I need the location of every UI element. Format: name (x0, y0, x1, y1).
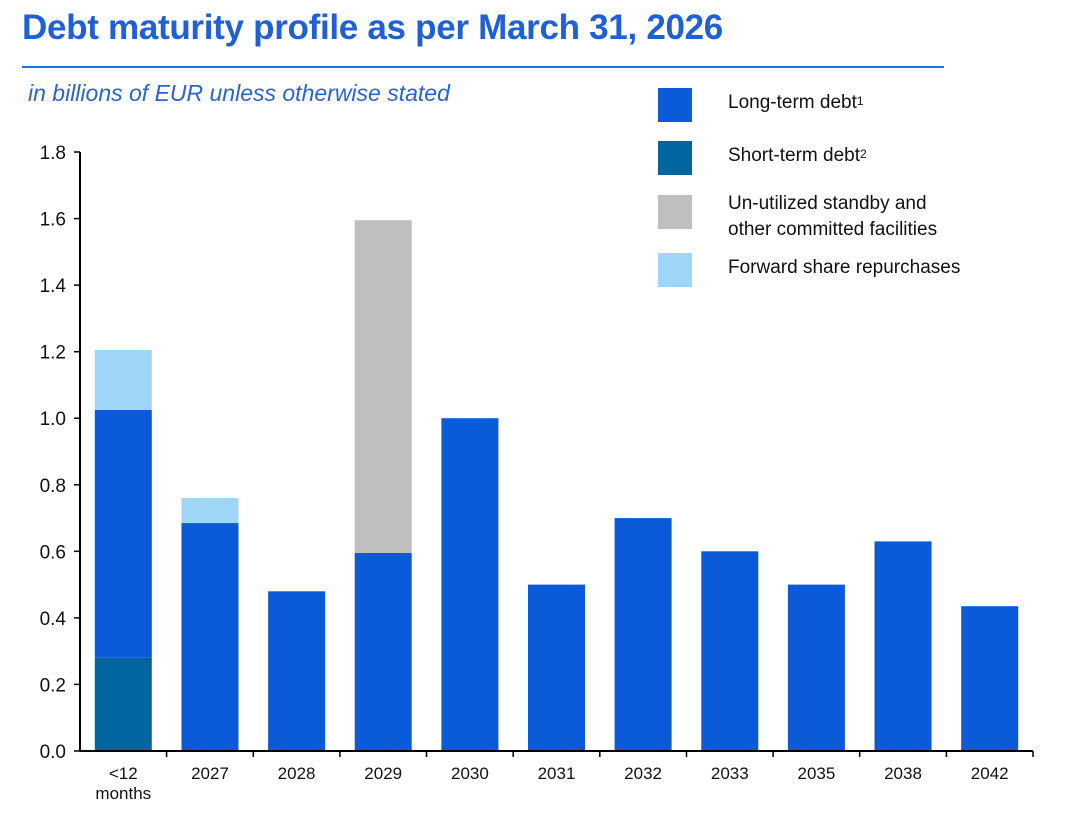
y-tick-label: 1.4 (40, 276, 67, 297)
x-tick-label: 2031 (538, 764, 576, 783)
y-tick-label: 0.8 (40, 476, 66, 497)
bar-segment (787, 584, 845, 751)
y-tick-label: 1.0 (40, 409, 66, 430)
legend-swatch (658, 141, 692, 175)
bar-segment (94, 409, 152, 658)
bar-segment (94, 350, 152, 410)
legend-label: Short-term debt2 (728, 145, 867, 166)
x-tick-label: 2042 (971, 764, 1009, 783)
legend-label: Forward share repurchases (728, 257, 961, 278)
x-tick-label: 2029 (364, 764, 402, 783)
y-tick-label: 0.4 (40, 609, 67, 630)
bar-segment (354, 553, 412, 751)
legend-swatch (658, 253, 692, 287)
bar-segment (181, 523, 239, 751)
x-tick-label: 2028 (278, 764, 316, 783)
chart-subtitle: in billions of EUR unless otherwise stat… (28, 80, 450, 106)
legend-item: Un-utilized standby and other committed f… (658, 193, 937, 243)
x-tick-label: 2033 (711, 764, 749, 783)
y-tick-label: 0.0 (40, 742, 66, 763)
x-tick-label: 2038 (884, 764, 922, 783)
bar-segment (268, 591, 326, 751)
x-tick-label: 2027 (191, 764, 229, 783)
legend-item: Long-term debt1 (658, 88, 864, 122)
bar-segment (874, 541, 932, 751)
bar-segment (441, 418, 499, 751)
bar-segment (701, 551, 759, 751)
y-tick-label: 0.6 (40, 542, 66, 563)
x-tick-label: 2032 (624, 764, 662, 783)
legend-swatch (658, 195, 692, 229)
bar-segment (528, 584, 585, 751)
y-tick-label: 1.8 (40, 143, 66, 164)
x-tick-label: 2035 (797, 764, 835, 783)
chart-title: Debt maturity profile as per March 31, 2… (22, 8, 723, 47)
legend-item: Forward share repurchases (658, 253, 960, 287)
x-tick-label: 2030 (451, 764, 489, 783)
title-divider (22, 66, 944, 68)
bar-segment (961, 606, 1019, 751)
legend-label: Un-utilized standby and other committed f… (728, 193, 938, 240)
legend-swatch (658, 88, 692, 122)
bar-segment (94, 657, 152, 751)
x-tick-label: <12 months (95, 764, 151, 803)
bar-segment (181, 498, 239, 524)
y-tick-label: 1.6 (40, 210, 66, 231)
bar-segment (354, 220, 412, 553)
legend-label: Long-term debt1 (728, 92, 864, 113)
bar-segment (614, 518, 672, 751)
legend-item: Short-term debt2 (658, 141, 867, 175)
y-tick-label: 0.2 (40, 675, 66, 696)
y-tick-label: 1.2 (40, 343, 66, 364)
